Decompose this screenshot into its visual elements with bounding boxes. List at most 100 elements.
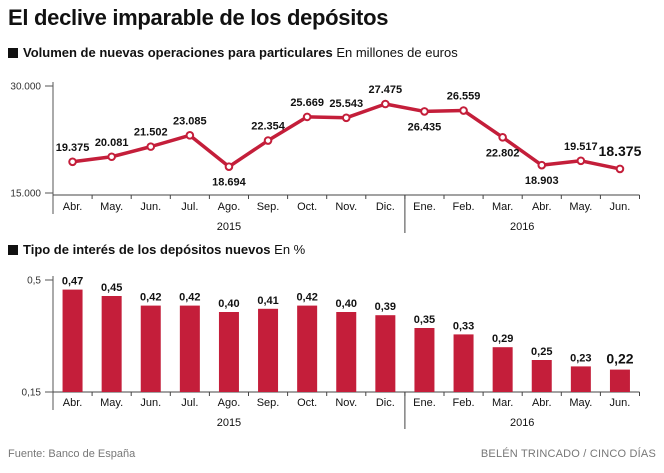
bar [531,360,552,392]
bar-chart-title: Tipo de interés de los depósitos nuevos [23,242,271,257]
data-label: 27.475 [369,84,403,96]
line-chart-units: En millones de euros [336,45,458,60]
x-tick-label: Jul. [181,201,198,213]
square-bullet-icon [8,48,18,58]
data-label: 26.435 [408,121,442,133]
data-label: 0,40 [218,298,239,310]
data-label: 23.085 [173,115,207,127]
x-tick-label: Mar. [492,201,513,213]
x-tick-label: Ene. [413,397,436,409]
data-label: 0,29 [492,333,513,345]
x-tick-label: Oct. [297,201,317,213]
interest-rate-bar-chart: 0,5 0,15 Abr. May. Jun. Jul. Ago. Sep. Oct. Nov. D… [22,276,640,429]
year-label: 2015 [217,221,241,233]
x-tick-label: May. [100,201,123,213]
x-tick-label: Abr. [532,397,552,409]
data-point [263,136,273,145]
data-label: 26.559 [447,91,481,103]
page-title: El declive imparable de los depósitos [8,5,389,30]
author-credit: BELÉN TRINCADO / CINCO DÍAS [480,448,656,460]
data-label: 0,41 [257,295,278,307]
bar-chart-subtitle: Tipo de interés de los depósitos nuevos … [8,242,305,257]
x-tick-label: Abr. [63,397,83,409]
data-label: 25.669 [290,97,324,109]
data-point [420,107,429,116]
x-tick-label: May. [569,397,592,409]
data-label: 0,45 [101,282,122,294]
x-tick-label: Nov. [335,201,357,213]
line-chart-title: Volumen de nuevas operaciones para parti… [23,45,333,60]
bar [336,312,357,392]
y-tick-label: 30.000 [10,82,41,93]
data-label: 0,39 [375,301,396,313]
x-tick-label: Ene. [413,201,436,213]
x-tick-label: Jun. [140,201,161,213]
line-chart-subtitle: Volumen de nuevas operaciones para parti… [8,45,458,60]
year-label: 2016 [510,221,534,233]
y-tick-label: 0,15 [22,388,42,399]
bar [453,334,474,392]
x-tick-label: Jul. [181,397,198,409]
year-label: 2016 [510,417,534,429]
data-label: 0,33 [453,320,474,332]
source-note: Fuente: Banco de España [8,448,136,460]
data-point [341,113,351,123]
data-label: 25.543 [329,98,363,110]
bar [218,312,239,392]
x-tick-label: Abr. [532,201,552,213]
bar [62,289,83,392]
x-tick-label: May. [569,201,592,213]
bar [101,296,122,392]
data-label: 0,25 [531,346,552,358]
bar [375,315,396,392]
data-label: 22.802 [486,147,520,159]
data-point [185,131,195,140]
bar [570,366,591,392]
x-tick-label: Dic. [376,397,395,409]
bar [258,308,279,392]
x-tick-label: Dic. [376,201,395,213]
data-label: 19.375 [56,142,90,154]
data-label: 0,42 [140,292,161,304]
bar [414,328,435,392]
x-tick-label: Feb. [453,397,475,409]
data-label: 22.354 [251,121,286,133]
data-point [381,99,390,109]
bar-chart-units: En % [274,242,306,257]
year-label: 2015 [217,417,241,429]
x-tick-label: Feb. [453,201,475,213]
data-point [537,160,547,170]
x-tick-label: Jun. [610,201,631,213]
bar [179,305,200,392]
bar [492,347,513,392]
data-label: 0,22 [606,351,633,367]
data-label: 18.903 [525,175,559,187]
data-label: 0,35 [414,314,435,326]
y-tick-label: 15.000 [10,189,41,200]
data-point [224,162,234,171]
x-tick-label: Jun. [610,397,631,409]
x-tick-label: Sep. [257,397,280,409]
data-point [576,156,586,166]
data-point [107,152,116,162]
data-label: 0,42 [296,292,317,304]
x-tick-label: Jun. [140,397,161,409]
square-bullet-icon [8,245,18,255]
x-tick-label: Ago. [218,397,241,409]
data-point [615,164,625,174]
x-tick-label: Ago. [218,201,241,213]
data-point [302,112,312,122]
y-tick-label: 0,5 [27,276,41,287]
data-label: 21.502 [134,127,168,139]
deposit-volume-line-chart: 30.000 15.000 Abr. May. Jun. Jul. Ago. Sep. Oct.… [10,82,642,233]
x-tick-label: Mar. [492,397,513,409]
x-tick-label: Sep. [257,201,280,213]
data-label: 19.517 [564,141,598,153]
data-label: 0,42 [179,292,200,304]
data-label: 20.081 [95,137,129,149]
data-label: 18.694 [212,177,247,189]
data-point [146,142,156,151]
data-label: 0,40 [336,298,357,310]
x-tick-label: May. [100,397,123,409]
data-label: 0,47 [62,276,83,288]
